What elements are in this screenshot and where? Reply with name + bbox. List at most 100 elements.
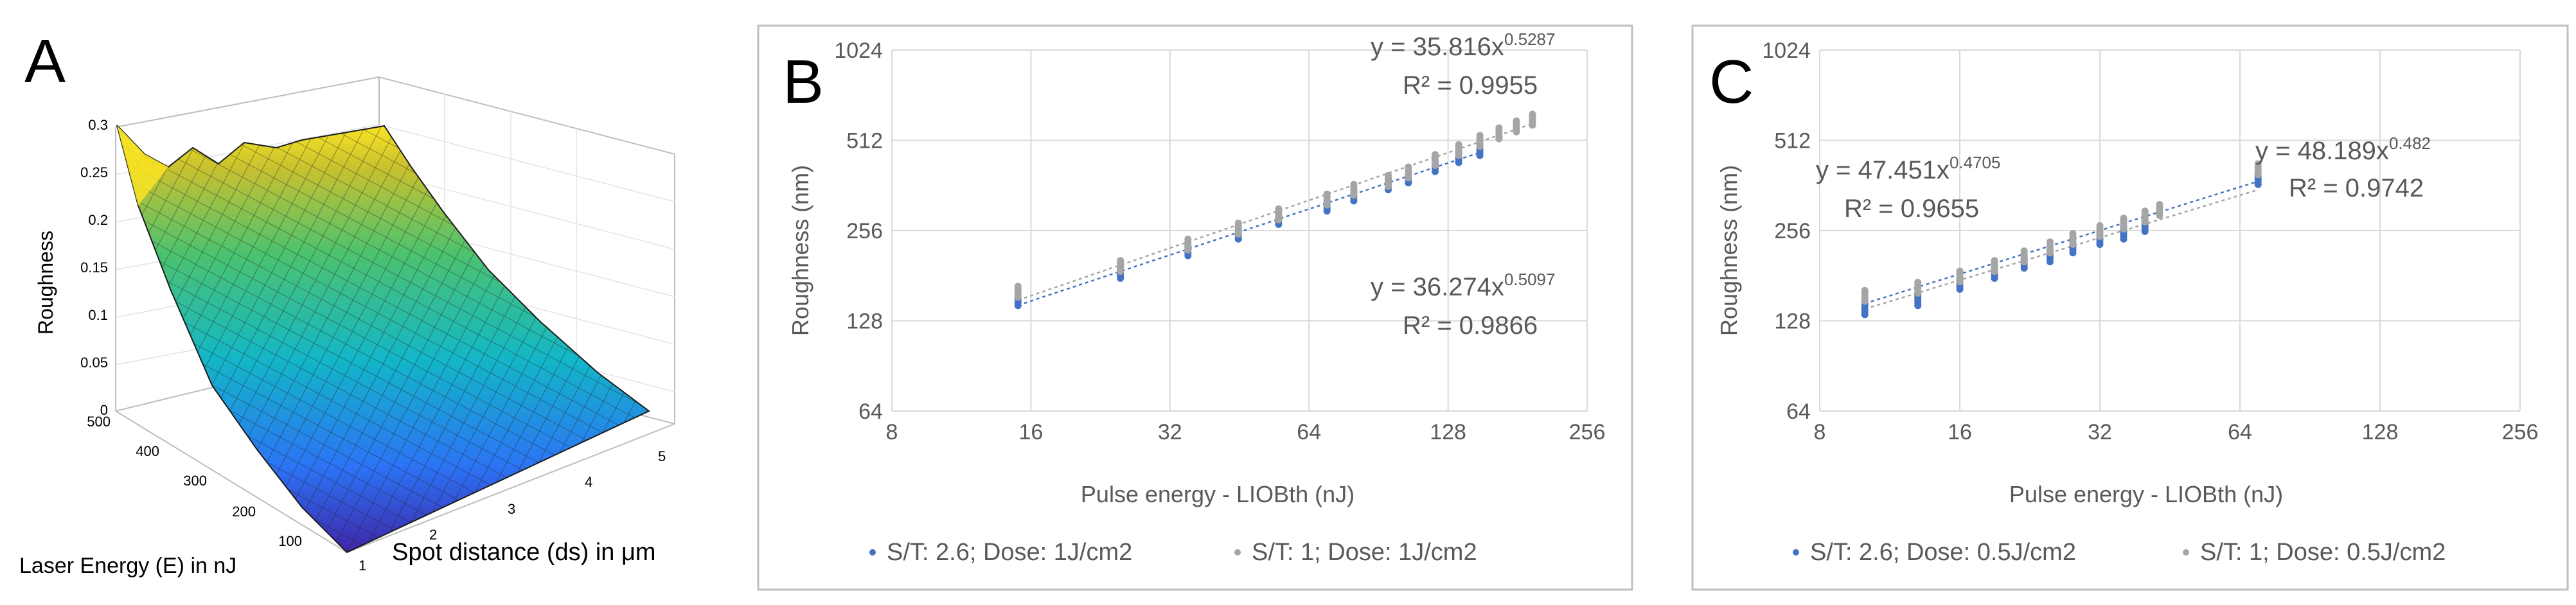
b-x-tick-64: 64 xyxy=(1297,420,1321,444)
b-legend-marker-gray xyxy=(1234,549,1241,556)
b-point-series-2 xyxy=(1529,110,1536,118)
svg-text:y = 47.451x0.4705: y = 47.451x0.4705 xyxy=(1816,153,2000,184)
panel-b-x-ticks: 8 16 32 64 128 256 xyxy=(886,420,1606,444)
panel-c-frame xyxy=(1691,24,2569,591)
c-x-tick-32: 32 xyxy=(2088,420,2112,444)
panel-c-points xyxy=(1861,160,2262,319)
c-point-series-2 xyxy=(1861,286,1869,294)
c-x-tick-64: 64 xyxy=(2228,420,2252,444)
c-eq-right: y = 48.189x xyxy=(2255,137,2389,165)
a-z-tick-1: 0.05 xyxy=(80,355,108,371)
a-y-label: Spot distance (ds) in μm xyxy=(392,539,656,566)
c-point-series-2 xyxy=(2046,238,2054,246)
b-point-series-2 xyxy=(1385,171,1392,179)
c-legend-marker-blue xyxy=(1793,549,1799,556)
c-y-tick-1024: 1024 xyxy=(1762,39,1811,63)
panel-a-z-ticks: 0 0.05 0.1 0.15 0.2 0.25 0.3 xyxy=(80,117,108,418)
panel-c-x-ticks: 8 16 32 64 128 256 xyxy=(1814,420,2539,444)
b-x-tick-16: 16 xyxy=(1018,420,1043,444)
c-point-series-2 xyxy=(1956,267,1964,275)
b-x-tick-32: 32 xyxy=(1158,420,1182,444)
c-y-tick-512: 512 xyxy=(1774,129,1811,153)
panel-c-trendlines xyxy=(1864,180,2259,310)
c-point-series-2 xyxy=(2141,207,2149,215)
panel-b-letter: B xyxy=(783,48,824,116)
b-eq-top: y = 35.816x xyxy=(1371,33,1504,61)
panel-b-annotation-top: y = 35.816x0.5287 R² = 0.9955 xyxy=(1371,30,1555,100)
b-point-series-2 xyxy=(1323,190,1331,198)
b-y-tick-256: 256 xyxy=(846,219,883,243)
b-point-series-2 xyxy=(1495,124,1503,132)
svg-text:y = 48.189x0.482: y = 48.189x0.482 xyxy=(2255,134,2431,165)
b-y-tick-512: 512 xyxy=(846,129,883,153)
panel-c-annotation-right: y = 48.189x0.482 R² = 0.9742 xyxy=(2255,134,2431,202)
panel-a-surface xyxy=(116,125,650,554)
c-trendline xyxy=(1864,189,2259,310)
a-x-label: Laser Energy (E) in nJ xyxy=(19,554,236,578)
panel-a-surface-plot: A xyxy=(19,27,675,578)
c-r2-left: R² = 0.9655 xyxy=(1844,195,1979,223)
b-y-tick-128: 128 xyxy=(846,310,883,334)
b-trendline xyxy=(1017,152,1480,306)
a-dist-tick-4: 4 xyxy=(585,474,592,490)
panel-b-points xyxy=(1014,110,1536,310)
b-eq-top-exp: 0.5287 xyxy=(1504,30,1556,49)
b-r2-bottom: R² = 0.9866 xyxy=(1403,311,1538,340)
a-energy-tick-500: 500 xyxy=(87,414,111,430)
c-point-series-2 xyxy=(2254,160,2262,168)
panel-c-legend: S/T: 2.6; Dose: 0.5J/cm2 S/T: 1; Dose: 0… xyxy=(1793,539,2446,566)
panel-a-distance-ticks: 1 2 3 4 5 xyxy=(359,448,666,574)
panel-b-annotation-bottom: y = 36.274x0.5097 R² = 0.9866 xyxy=(1371,270,1555,340)
panel-c-grid xyxy=(1819,49,2521,412)
c-x-axis-title: Pulse energy - LIOBth (nJ) xyxy=(2009,481,2283,507)
b-y-tick-64: 64 xyxy=(858,399,883,424)
a-energy-tick-100: 100 xyxy=(278,533,302,549)
a-dist-tick-1: 1 xyxy=(359,557,366,574)
c-point-series-2 xyxy=(1991,257,1998,265)
b-legend-series-2: S/T: 1; Dose: 1J/cm2 xyxy=(1252,539,1477,566)
a-energy-tick-200: 200 xyxy=(232,504,256,520)
c-legend-series-1: S/T: 2.6; Dose: 0.5J/cm2 xyxy=(1810,539,2076,566)
panel-a-energy-ticks: 500 400 300 200 100 xyxy=(87,414,302,549)
b-point-series-2 xyxy=(1455,141,1462,148)
b-point-series-2 xyxy=(1234,219,1242,227)
b-point-series-2 xyxy=(1513,117,1520,125)
c-y-axis-title: Roughness (nm) xyxy=(1716,165,1742,336)
svg-text:y = 35.816x0.5287: y = 35.816x0.5287 xyxy=(1371,30,1555,61)
panel-c-letter: C xyxy=(1709,48,1754,116)
b-point-series-2 xyxy=(1275,205,1283,213)
c-y-tick-64: 64 xyxy=(1786,399,1811,424)
panel-c-chart: C 64 128 256 512 1024 8 16 32 64 128 256… xyxy=(1691,24,2569,591)
b-point-series-2 xyxy=(1476,132,1484,139)
c-point-series-2 xyxy=(2020,247,2028,255)
b-y-axis-title: Roughness (nm) xyxy=(787,165,813,336)
b-x-axis-title: Pulse energy - LIOBth (nJ) xyxy=(1081,481,1355,507)
c-y-tick-128: 128 xyxy=(1774,310,1811,334)
b-point-series-2 xyxy=(1350,180,1358,188)
a-z-tick-4: 0.2 xyxy=(88,212,108,228)
b-x-tick-8: 8 xyxy=(886,420,898,444)
c-point-series-2 xyxy=(1914,279,1922,286)
a-z-tick-0: 0 xyxy=(100,402,108,418)
b-legend-marker-blue xyxy=(869,549,876,556)
c-point-series-2 xyxy=(2096,222,2104,229)
c-x-tick-16: 16 xyxy=(1948,420,1972,444)
c-legend-marker-gray xyxy=(2183,549,2189,556)
b-r2-top: R² = 0.9955 xyxy=(1403,71,1538,100)
b-y-tick-1024: 1024 xyxy=(834,39,883,63)
a-z-tick-2: 0.1 xyxy=(88,307,108,323)
panel-c-annotation-left: y = 47.451x0.4705 R² = 0.9655 xyxy=(1816,153,2000,223)
a-z-tick-5: 0.25 xyxy=(80,164,108,180)
c-eq-right-exp: 0.482 xyxy=(2389,134,2431,153)
b-point-series-2 xyxy=(1014,283,1022,290)
c-r2-right: R² = 0.9742 xyxy=(2289,174,2424,202)
panel-a-letter: A xyxy=(24,27,66,96)
c-point-series-2 xyxy=(2069,230,2077,238)
panel-b-y-ticks: 64 128 256 512 1024 xyxy=(834,39,883,424)
a-z-tick-6: 0.3 xyxy=(88,117,108,133)
b-x-tick-128: 128 xyxy=(1430,420,1466,444)
c-x-tick-128: 128 xyxy=(2362,420,2399,444)
c-trendline xyxy=(1864,180,2259,304)
b-point-series-2 xyxy=(1432,151,1439,159)
